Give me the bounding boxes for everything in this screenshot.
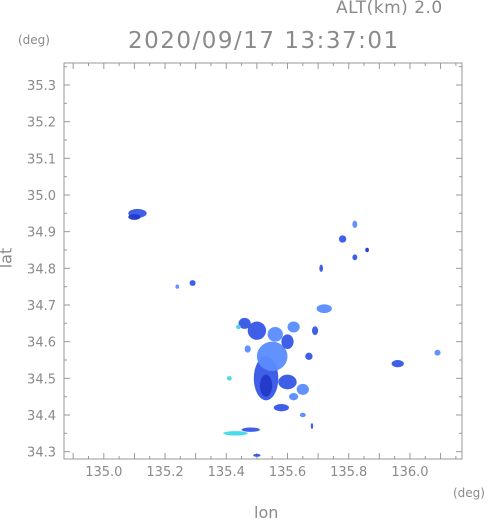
echo-cell xyxy=(311,326,319,336)
plot-frame xyxy=(63,62,463,460)
x-axis-unit: (deg) xyxy=(453,486,485,500)
echo-cell xyxy=(289,393,299,401)
y-tick-label: 35.1 xyxy=(27,152,56,167)
echo-cell xyxy=(319,264,324,273)
echo-cell xyxy=(223,431,248,436)
echo-cell xyxy=(253,453,261,457)
echo-cell xyxy=(256,341,288,372)
y-tick-label: 35.2 xyxy=(27,116,56,131)
y-tick-label: 34.8 xyxy=(27,262,56,277)
echo-cell xyxy=(352,254,358,261)
echo-cell xyxy=(128,214,141,220)
echo-cell xyxy=(299,412,306,418)
echo-cell xyxy=(244,345,251,353)
echo-cell xyxy=(338,235,347,243)
echo-cell xyxy=(273,404,290,412)
echo-cell xyxy=(278,374,297,390)
y-tick-label: 34.6 xyxy=(27,336,56,351)
echo-cell xyxy=(281,334,294,349)
echo-cell xyxy=(391,360,404,368)
x-axis-label: lon xyxy=(254,503,279,522)
x-tick-label: 135.6 xyxy=(269,465,306,480)
x-tick-label: 135.8 xyxy=(330,465,367,480)
echo-cell xyxy=(241,427,260,432)
echo-cell xyxy=(316,304,332,314)
y-axis-unit: (deg) xyxy=(18,33,50,47)
x-tick-label: 135.4 xyxy=(208,465,245,480)
echo-cell xyxy=(236,324,241,330)
y-tick-label: 34.3 xyxy=(27,446,56,461)
x-tick-label: 135.0 xyxy=(85,465,122,480)
chart-title-timestamp: 2020/09/17 13:37:01 xyxy=(128,28,400,54)
echo-cell xyxy=(287,321,300,333)
y-tick-label: 34.5 xyxy=(27,372,56,387)
y-tick-label: 34.4 xyxy=(27,409,56,424)
echo-cell xyxy=(238,317,251,329)
x-tick-label: 136.0 xyxy=(391,465,428,480)
echo-cell xyxy=(175,284,180,289)
altitude-label: ALT(km) 2.0 xyxy=(336,0,443,18)
y-tick-label: 34.9 xyxy=(27,226,56,241)
echo-cell xyxy=(305,352,313,361)
echo-cell xyxy=(267,327,283,342)
x-tick-label: 135.2 xyxy=(146,465,183,480)
echo-cell xyxy=(310,423,314,429)
echo-cell xyxy=(365,247,369,253)
y-tick-label: 34.7 xyxy=(27,299,56,314)
echo-cell xyxy=(296,383,309,395)
echo-cell xyxy=(352,220,358,228)
echo-cell xyxy=(247,321,267,340)
echo-cell xyxy=(226,376,232,381)
y-tick-label: 35.3 xyxy=(27,79,56,94)
echo-cell xyxy=(189,280,196,286)
echo-cell xyxy=(434,349,441,356)
echo-cell xyxy=(259,374,273,397)
y-tick-label: 35.0 xyxy=(27,189,56,204)
